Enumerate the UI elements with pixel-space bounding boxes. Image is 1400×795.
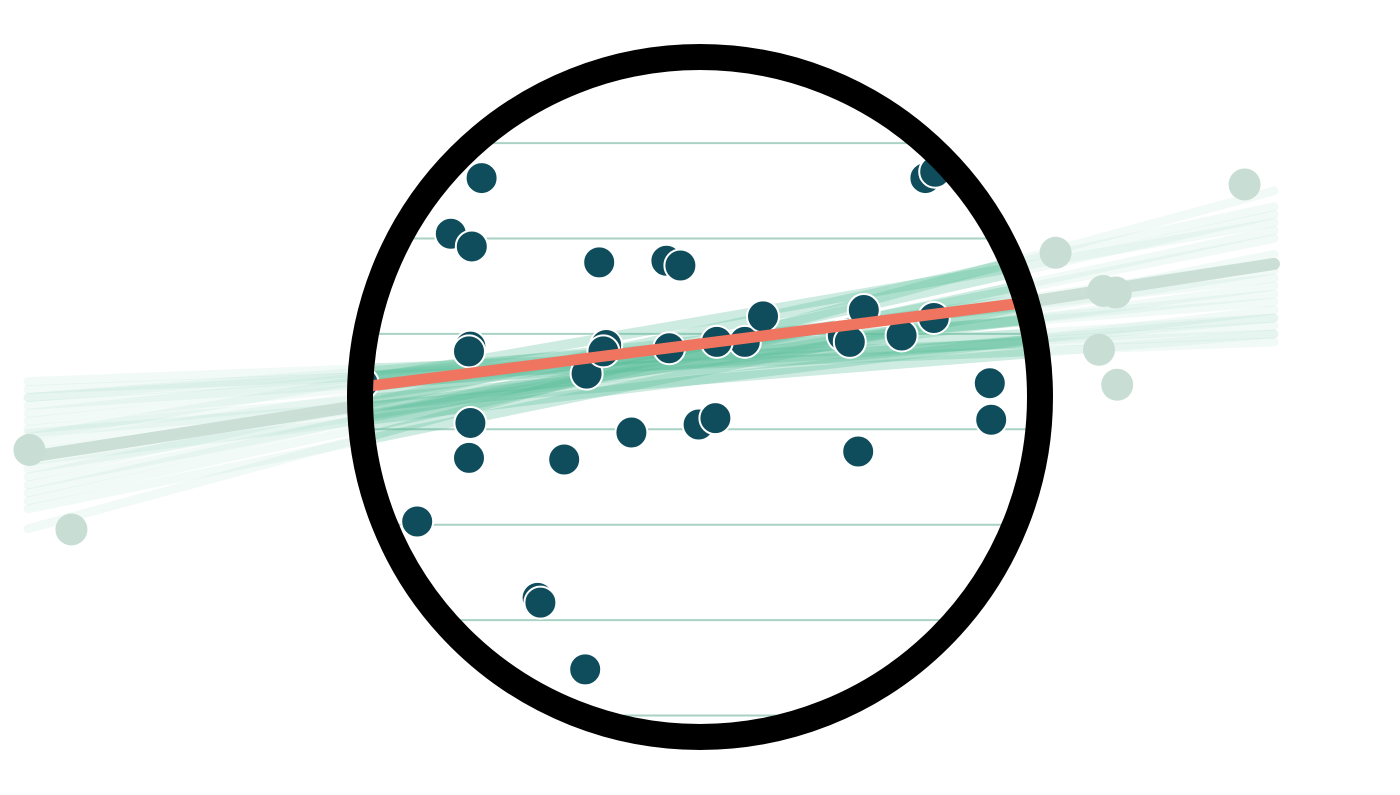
data-point-12 bbox=[452, 440, 486, 475]
bootstrap-line-15 bbox=[360, 305, 1040, 467]
data-point-4 bbox=[323, 280, 355, 312]
bootstrap-line-19 bbox=[360, 201, 1040, 482]
bootstrap-line-8 bbox=[360, 281, 1040, 459]
bootstrap-line-16 bbox=[360, 225, 1040, 506]
bootstrap-line-17 bbox=[360, 313, 1040, 403]
data-point-1 bbox=[464, 161, 499, 196]
data-point-39 bbox=[841, 434, 876, 469]
lens-background bbox=[360, 57, 1040, 737]
outside-point-2 bbox=[1039, 236, 1072, 269]
outside-point-4 bbox=[1099, 276, 1132, 309]
data-point-14 bbox=[286, 461, 318, 493]
data-point-22 bbox=[663, 248, 698, 283]
lens-border bbox=[347, 44, 1053, 750]
data-point-15 bbox=[400, 504, 435, 539]
data-point-0 bbox=[484, 65, 519, 100]
data-point-16 bbox=[281, 577, 313, 609]
data-point-11 bbox=[453, 405, 488, 440]
bootstrap-line-13 bbox=[360, 185, 1040, 534]
data-point-36 bbox=[698, 401, 733, 436]
bootstrap-line-6 bbox=[360, 249, 1040, 514]
data-point-38 bbox=[547, 442, 582, 477]
bootstrap-line-1 bbox=[360, 320, 1040, 411]
outside-point-5 bbox=[1083, 333, 1115, 366]
bootstrap-line-0 bbox=[360, 217, 1040, 443]
data-point-9 bbox=[452, 334, 486, 369]
bootstrap-line-10 bbox=[360, 336, 1040, 395]
data-point-28 bbox=[746, 299, 780, 334]
regression-fit-line bbox=[360, 295, 1040, 419]
data-point-18 bbox=[523, 585, 558, 620]
data-point-3 bbox=[454, 229, 489, 264]
data-point-19 bbox=[568, 652, 603, 687]
bootstrap-line-12 bbox=[360, 289, 1040, 427]
bootstrap-line-7 bbox=[360, 313, 1040, 435]
data-point-40 bbox=[972, 366, 1007, 401]
outside-point-7 bbox=[1228, 168, 1261, 201]
data-point-41 bbox=[974, 402, 1009, 437]
outside-point-6 bbox=[1101, 368, 1134, 401]
data-point-37 bbox=[614, 415, 649, 450]
bootstrap-line-9 bbox=[360, 233, 1040, 490]
bootstrap-line-3 bbox=[360, 328, 1040, 387]
outside-point-1 bbox=[55, 513, 88, 546]
outside-point-0 bbox=[13, 433, 46, 466]
data-point-20 bbox=[582, 245, 617, 280]
bootstrap-line-18 bbox=[360, 328, 1040, 439]
data-point-5 bbox=[360, 270, 366, 305]
data-point-7 bbox=[302, 332, 334, 364]
inside-layer bbox=[281, 65, 1040, 717]
bootstrap-line-4 bbox=[360, 265, 1040, 475]
